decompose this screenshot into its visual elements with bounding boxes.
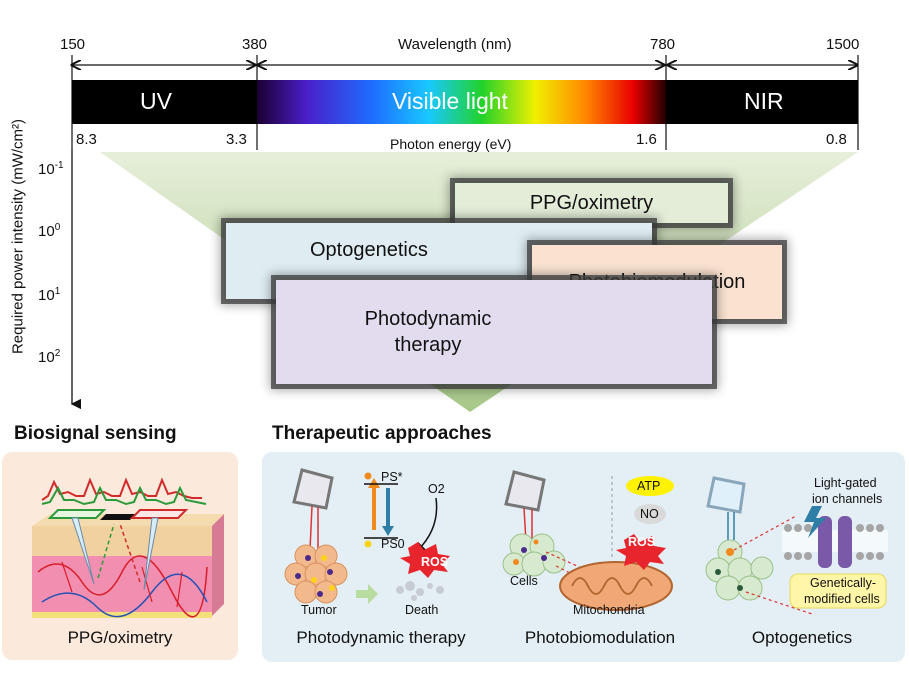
- pdt-caption: Photodynamic therapy: [296, 628, 466, 647]
- ppg-sensor-illustration: [32, 477, 224, 618]
- opto-modified-label-line2: modified cells: [804, 592, 880, 606]
- pbm-illustration: [502, 470, 674, 611]
- pbm-cells-label: Cells: [510, 574, 538, 588]
- pbm-ros-label: ROS: [628, 535, 656, 549]
- intensity-tick-1: 10-1: [38, 160, 64, 178]
- mitochondria-shape: [559, 561, 673, 611]
- ion-channel-right: [838, 516, 852, 568]
- pdt-ros-label: ROS: [421, 555, 449, 569]
- band-label-visible: Visible light: [392, 88, 508, 114]
- intensity-tick-4: 102: [38, 348, 61, 366]
- red-led: [129, 509, 189, 519]
- wavelength-tick-380: 380: [242, 36, 268, 53]
- visible-band: [257, 80, 666, 124]
- pdt-ros-burst: [400, 542, 450, 578]
- ppg-waveform-green: [41, 485, 207, 506]
- light-bolt: [804, 506, 826, 538]
- energy-tick-1-6: 1.6: [636, 131, 657, 148]
- intensity-axis-label: Required power intensity (mW/cm²): [9, 118, 27, 355]
- pbm-no-label: NO: [640, 507, 659, 521]
- ion-channel-left: [818, 516, 832, 568]
- band-label-nir: NIR: [744, 88, 784, 114]
- pdt-oxygen-label: O2: [428, 482, 445, 496]
- photodetector: [100, 514, 136, 520]
- energy-axis-title: Photon energy (eV): [390, 136, 512, 152]
- intensity-tick-2: 100: [38, 222, 61, 240]
- opto-caption: Optogenetics: [751, 628, 853, 647]
- opto-channels-label-line2: ion channels: [812, 492, 883, 506]
- pdt-death-label: Death: [405, 603, 439, 617]
- opto-illustration: [705, 476, 888, 615]
- biosignal-panel-caption: PPG/oximetry: [67, 628, 173, 647]
- energy-tick-8-3: 8.3: [76, 131, 97, 148]
- energy-tick-0-8: 0.8: [826, 131, 847, 148]
- wavelength-axis-title: Wavelength (nm): [398, 36, 512, 53]
- pdt-box-label-line2: therapy: [394, 334, 462, 356]
- nir-band: [666, 80, 858, 124]
- band-label-uv: UV: [140, 88, 172, 114]
- pdt-ps-ground-label: PS0: [381, 537, 405, 551]
- ppg-waveform-red: [41, 477, 202, 501]
- no-badge: [634, 504, 666, 524]
- pdt-ps-excited-label: PS*: [381, 470, 403, 484]
- photodynamic-therapy-box: Photodynamic therapy: [276, 280, 712, 384]
- wavelength-tick-780: 780: [650, 36, 676, 53]
- biosignal-section-title: Biosignal sensing: [14, 423, 177, 444]
- pbm-ros-burst: [616, 534, 666, 570]
- wavelength-tick-150: 150: [60, 36, 86, 53]
- pbm-atp-label: ATP: [637, 479, 661, 493]
- green-led: [47, 509, 107, 519]
- wavelength-tick-1500: 1500: [826, 36, 860, 53]
- pbm-caption: Photobiomodulation: [524, 628, 676, 647]
- therapeutic-section-title: Therapeutic approaches: [272, 423, 492, 444]
- opto-modified-label-line1: Genetically-: [810, 576, 876, 590]
- pbm-mitochondria-label: Mitochondria: [573, 603, 645, 617]
- opto-channels-label-line1: Light-gated: [814, 476, 877, 490]
- pdt-illustration: [284, 468, 450, 604]
- intensity-tick-3: 101: [38, 286, 61, 304]
- ppg-oximetry-box: PPG/oximetry: [455, 183, 728, 223]
- pdt-tumor-label: Tumor: [301, 603, 337, 617]
- uv-band: [72, 80, 257, 124]
- energy-tick-3-3: 3.3: [226, 131, 247, 148]
- atp-badge: [626, 476, 674, 496]
- optogenetics-box-label: Optogenetics: [310, 239, 428, 261]
- pdt-box-label-line1: Photodynamic: [364, 308, 492, 330]
